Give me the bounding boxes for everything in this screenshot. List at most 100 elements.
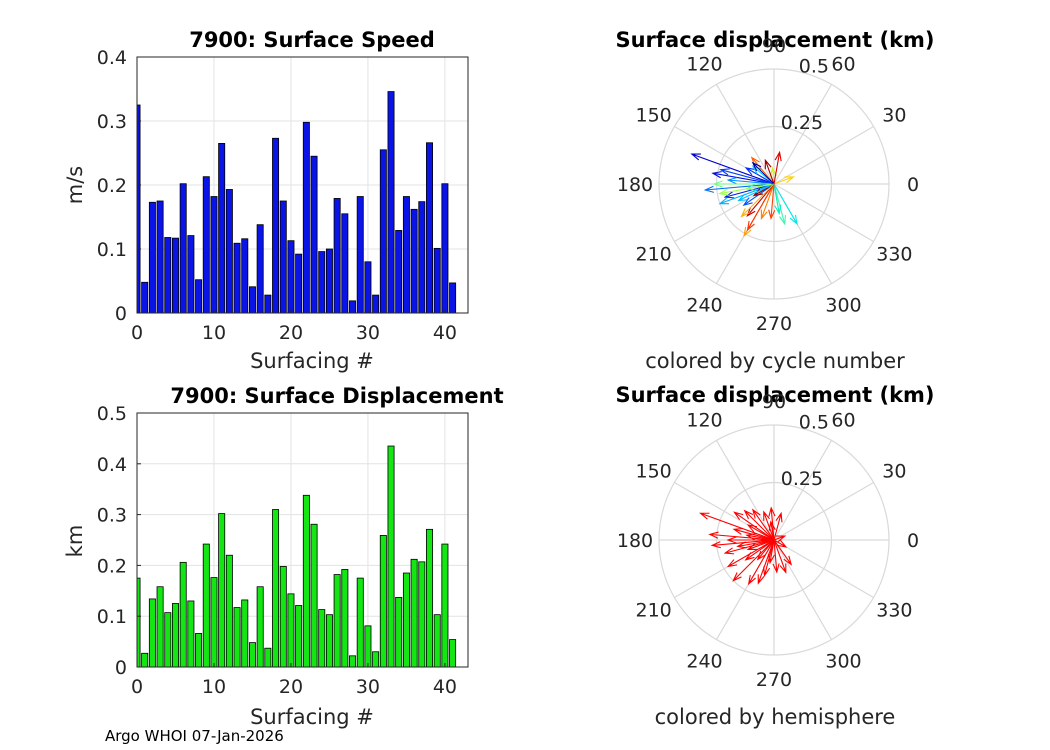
polar-bottom-displacement-arrow	[745, 533, 775, 541]
polar-top-angle-labels: 0 30 60 90 120 150 180 210 240 270 300 330	[617, 35, 919, 335]
displacement-bar	[402, 572, 410, 667]
polar-bottom-displacement-arrow	[708, 531, 775, 541]
speed-x-tick-label: 0	[131, 322, 143, 344]
displacement-bar	[341, 569, 349, 667]
displacement-bar	[318, 609, 326, 667]
speed-x-tick-label: 40	[433, 322, 457, 344]
polar-bottom-angle-label: 120	[686, 410, 722, 432]
displacement-bar	[202, 543, 210, 667]
polar-bottom-angle-label: 300	[825, 650, 861, 672]
speed-bar	[295, 253, 303, 313]
polar-top-radius-labels: 0.25 0.5	[781, 56, 829, 134]
polar-top-displacement-arrow	[690, 153, 775, 185]
displacement-bar	[418, 561, 426, 667]
polar-bottom-displacement-arrow	[757, 539, 775, 585]
speed-bar	[179, 183, 187, 313]
displacement-bar	[287, 593, 295, 667]
polar-top-displacement-arrow	[740, 183, 775, 218]
displacement-bar	[210, 577, 218, 667]
displacement-bar	[218, 513, 226, 667]
speed-x-axis-label: Surfacing #	[250, 349, 374, 373]
speed-bar	[379, 149, 387, 313]
speed-bar	[172, 237, 179, 313]
polar-top-displacement-arrow	[773, 183, 798, 226]
polar-bottom-displacement-arrow	[772, 539, 780, 574]
speed-x-tick-labels: 0 10 20 30 40	[131, 322, 457, 344]
polar-top-displacement-arrow	[768, 183, 776, 220]
polar-top-displacement-arrow	[773, 150, 782, 185]
speed-bar	[356, 196, 364, 313]
speed-y-tick-label: 0.3	[97, 111, 127, 133]
polar-bottom-displacement-arrow	[773, 511, 783, 541]
displacement-y-tick-label: 0.2	[97, 555, 127, 577]
displacement-bar	[325, 614, 333, 667]
displacement-bar	[410, 558, 418, 667]
polar-displacement-hemisphere-chart: Surface displacement (km) 0 30 60 90 120 150 1…	[615, 383, 934, 729]
polar-top-angle-label: 240	[686, 294, 722, 316]
speed-bar	[364, 261, 372, 313]
speed-bar	[387, 91, 395, 313]
polar-bottom-displacement-arrow	[726, 536, 774, 544]
polar-top-angle-label: 150	[635, 105, 671, 127]
polar-top-angle-label: 300	[825, 294, 861, 316]
speed-bar	[225, 189, 233, 313]
polar-bottom-radius-label: 0.25	[781, 468, 823, 490]
polar-bottom-angle-label: 0	[907, 530, 919, 552]
speed-bar	[218, 142, 226, 313]
speed-bar	[210, 196, 218, 313]
speed-bar	[248, 286, 256, 313]
speed-bar	[256, 224, 264, 313]
displacement-bar	[241, 599, 249, 667]
displacement-axes-frame	[136, 412, 469, 668]
polar-top-displacement-arrow	[773, 183, 782, 216]
speed-bar	[426, 142, 433, 313]
speed-bar	[187, 235, 195, 313]
surface-speed-chart: 7900: Surface Speed 0 10 20 30 40 0 0.1 0.2 0.3…	[63, 28, 469, 373]
surface-displacement-chart: 7900: Surface Displacement 0 10 20 30 40 0 0.…	[63, 384, 504, 729]
polar-bottom-displacement-arrow	[773, 539, 793, 566]
speed-chart-title: 7900: Surface Speed	[189, 28, 435, 52]
displacement-bar	[433, 614, 441, 667]
speed-bar	[148, 201, 156, 313]
displacement-axes-box	[136, 412, 469, 668]
polar-top-displacement-arrow	[751, 161, 775, 185]
polar-top-displacement-arrow	[718, 183, 775, 205]
polar-top-displacement-arrow	[718, 183, 775, 196]
polar-top-displacement-arrow	[719, 168, 775, 185]
displacement-bar	[302, 494, 310, 667]
displacement-bar	[225, 554, 233, 667]
polar-top-angle-label: 180	[617, 174, 653, 196]
polar-bottom-angle-label: 240	[686, 650, 722, 672]
polar-top-arrows	[690, 150, 798, 238]
polar-bottom-displacement-arrow	[744, 539, 775, 561]
polar-bottom-arrows	[699, 506, 793, 586]
polar-bottom-displacement-arrow	[726, 539, 775, 568]
polar-bottom-displacement-arrow	[773, 539, 787, 574]
speed-bar	[264, 294, 272, 313]
speed-x-tick-label: 10	[202, 322, 226, 344]
displacement-y-axis-label: km	[63, 525, 87, 558]
speed-bar	[349, 300, 357, 313]
polar-top-angle-label: 30	[882, 105, 906, 127]
speed-bar	[410, 208, 418, 313]
displacement-x-tick-label: 0	[131, 676, 143, 698]
displacement-bar	[164, 612, 172, 667]
speed-bar	[202, 176, 210, 313]
displacement-x-tick-labels: 0 10 20 30 40	[131, 676, 457, 698]
speed-y-tick-label: 0	[115, 303, 127, 325]
displacement-bar	[256, 586, 264, 667]
displacement-x-tick-label: 30	[356, 676, 380, 698]
speed-bar	[279, 200, 287, 313]
polar-bottom-displacement-arrow	[746, 539, 775, 550]
displacement-bar	[372, 651, 380, 667]
speed-bar	[318, 251, 326, 313]
speed-bar	[164, 237, 172, 313]
displacement-bar	[356, 577, 364, 667]
polar-top-angle-label: 60	[831, 54, 855, 76]
polar-bottom-angle-label: 60	[831, 410, 855, 432]
polar-bottom-displacement-arrow	[723, 539, 775, 555]
speed-y-tick-label: 0.2	[97, 175, 127, 197]
displacement-chart-title: 7900: Surface Displacement	[170, 384, 503, 408]
speed-bar	[156, 200, 164, 313]
speed-bar	[241, 238, 249, 313]
